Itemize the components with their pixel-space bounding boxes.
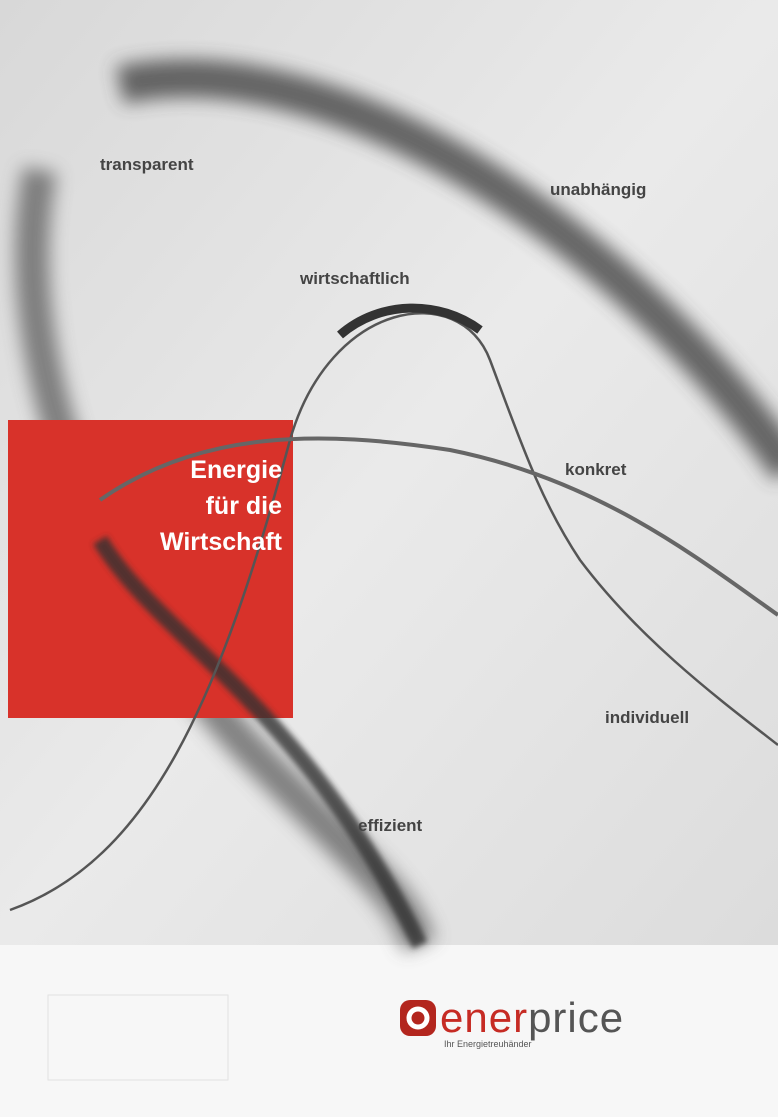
ribbon-line	[98, 436, 778, 617]
keyword: wirtschaftlich	[299, 269, 410, 288]
footer-background	[0, 945, 778, 1117]
headline: Energie	[190, 456, 282, 484]
logo-name: enerprice	[440, 994, 624, 1041]
logo: enerprice Ihr Energietreuhänder	[400, 994, 624, 1049]
keyword: unabhängig	[550, 180, 646, 199]
keyword: individuell	[605, 708, 689, 727]
keyword: konkret	[565, 460, 627, 479]
logo-icon-ring	[406, 1006, 430, 1030]
ribbon	[93, 535, 428, 949]
keyword: transparent	[100, 155, 194, 174]
blurred-arc	[116, 59, 778, 481]
keyword: effizient	[358, 816, 423, 835]
headline: für die	[206, 492, 282, 520]
headline: Wirtschaft	[160, 528, 283, 556]
address-field	[47, 994, 229, 1081]
ribbon-peak	[337, 303, 483, 339]
logo-icon	[400, 1000, 436, 1036]
logo-tagline: Ihr Energietreuhänder	[444, 1039, 532, 1049]
